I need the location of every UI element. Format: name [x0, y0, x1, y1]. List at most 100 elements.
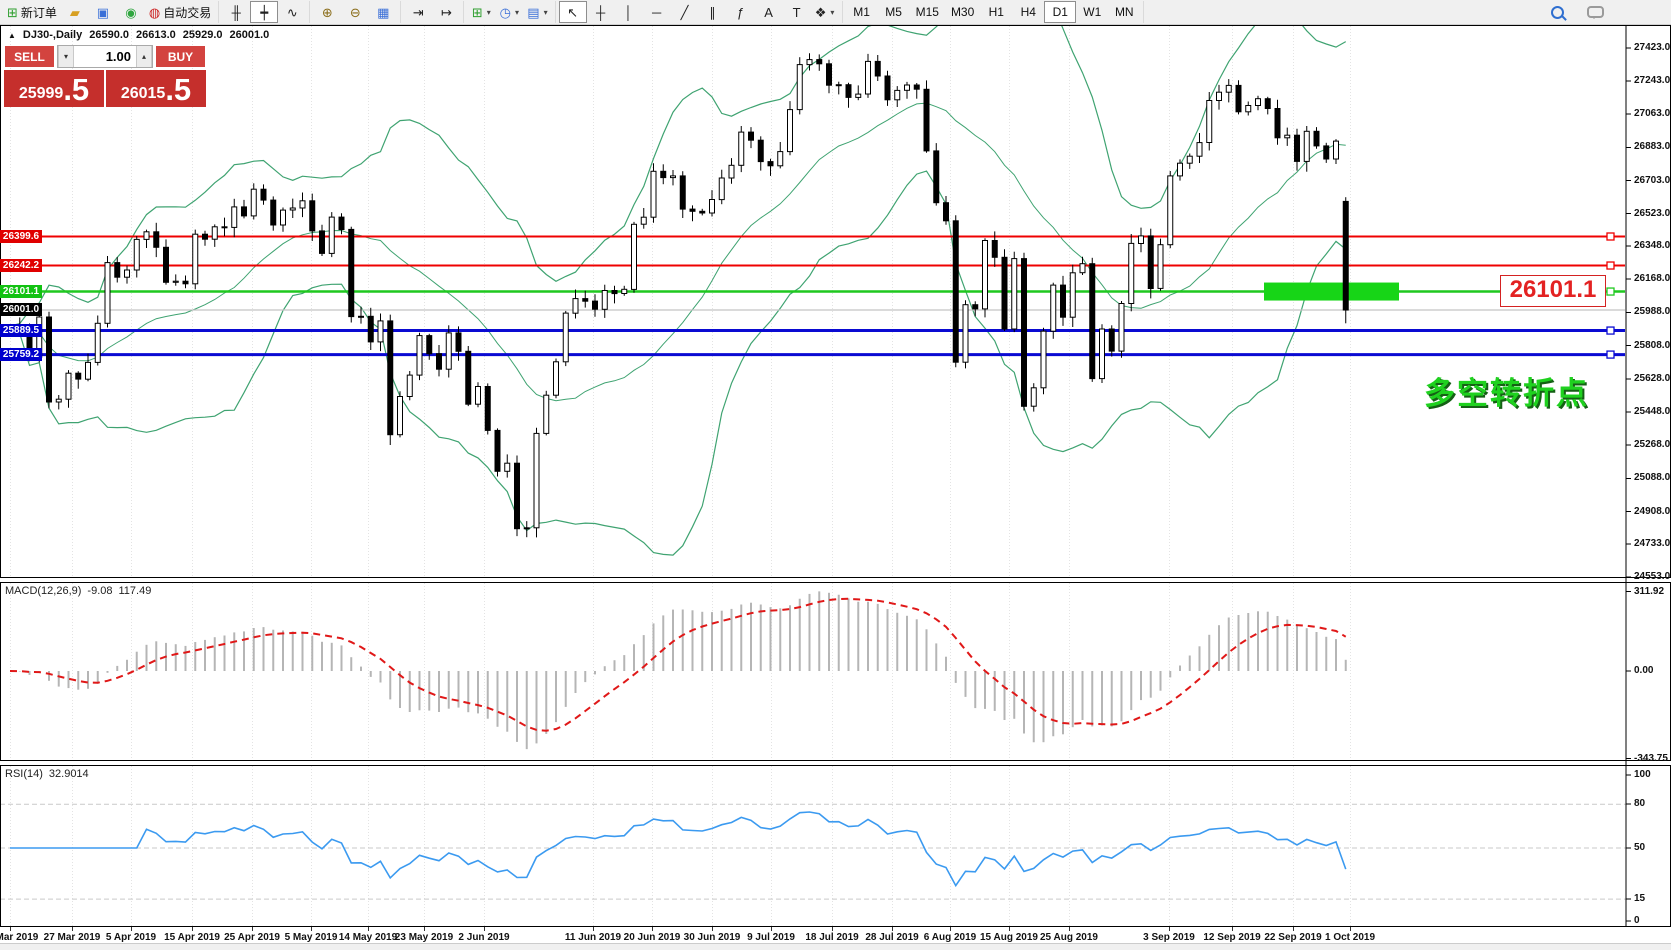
- market-watch-button[interactable]: ▰: [61, 1, 89, 23]
- equidistant-channel-button[interactable]: ∥: [699, 1, 727, 23]
- macd-signal-value: 117.49: [118, 585, 152, 597]
- chart-shift-button[interactable]: ↦: [432, 1, 460, 23]
- macd-main-value: -9.08: [87, 585, 113, 597]
- periods-icon: ◷: [499, 4, 511, 20]
- toolbar-group: ⊕ ⊖ ▦: [310, 1, 402, 23]
- timeframe-m5-button[interactable]: M5: [878, 1, 910, 23]
- indicators-icon: ▤: [527, 4, 540, 20]
- equidistant-channel-icon: ∥: [709, 4, 716, 20]
- line-chart-button[interactable]: ∿: [278, 1, 306, 23]
- toolbar-group: ╫ ┿ ∿: [219, 1, 311, 23]
- bar-chart-icon: ╫: [231, 4, 241, 20]
- rsi-name: RSI(14): [5, 768, 43, 780]
- text-icon: A: [764, 4, 773, 20]
- ohlc-open: 26590.0: [89, 29, 129, 41]
- sell-button[interactable]: SELL: [4, 45, 55, 68]
- timeframe-d1-button-label: D1: [1052, 5, 1068, 19]
- autotrading-button-label: 自动交易: [163, 5, 212, 20]
- chevron-down-icon: ▾: [514, 7, 519, 17]
- buy-price[interactable]: 26015.5: [106, 70, 206, 107]
- crosshair-icon: ┼: [595, 4, 606, 20]
- cursor-icon: ↖: [567, 4, 579, 20]
- timeframe-group: M1 M5 M15 M30 H1 H4 D1 W1 MN: [843, 1, 1145, 23]
- volume-increase-button[interactable]: ▴: [136, 46, 152, 67]
- signals-icon: ◉: [125, 4, 137, 20]
- timeframe-m5-button-label: M5: [885, 5, 902, 19]
- zoom-out-button[interactable]: ⊖: [341, 1, 369, 23]
- timeframe-w1-button-label: W1: [1083, 5, 1102, 19]
- ohlc-close: 26001.0: [229, 29, 270, 41]
- tile-windows-button[interactable]: ▦: [369, 1, 397, 23]
- sell-price[interactable]: 25999.5: [4, 70, 104, 107]
- buy-price-main: 26015: [120, 85, 166, 102]
- timeframe-d1-button[interactable]: D1: [1044, 1, 1077, 23]
- fibonacci-button[interactable]: ƒ: [727, 1, 755, 23]
- terminal-button[interactable]: ▣: [89, 1, 117, 23]
- indicators-button[interactable]: ▤ ▾: [523, 1, 551, 23]
- text-label-button[interactable]: T: [783, 1, 811, 23]
- arrows-button[interactable]: ❖ ▾: [811, 1, 839, 23]
- timeframe-m15-button-label: M15: [915, 5, 939, 19]
- rsi-value: 32.9014: [48, 768, 89, 780]
- timeframe-h1-button[interactable]: H1: [980, 1, 1012, 23]
- annotation-text[interactable]: 多空转折点: [1424, 376, 1589, 411]
- auto-scroll-icon: ⇥: [412, 4, 424, 20]
- community-chat-button[interactable]: [1581, 1, 1609, 23]
- timeframe-mn-button[interactable]: MN: [1108, 1, 1140, 23]
- timeframe-w1-button[interactable]: W1: [1076, 1, 1108, 23]
- text-button[interactable]: A: [755, 1, 783, 23]
- candlestick-chart-icon: ┿: [260, 4, 269, 20]
- macd-indicator-label: MACD(12,26,9) -9.08 117.49: [5, 585, 151, 597]
- signals-button[interactable]: ◉: [117, 1, 145, 23]
- zoom-out-icon: ⊖: [349, 4, 361, 20]
- terminal-icon: ▣: [96, 4, 110, 20]
- new-order-button-label: 新订单: [20, 5, 57, 20]
- trendline-button[interactable]: ╱: [671, 1, 699, 23]
- toolbar-right-icons: [1543, 1, 1609, 23]
- timeframe-m30-button[interactable]: M30: [945, 1, 980, 23]
- chevron-down-icon: ▾: [486, 7, 491, 17]
- crosshair-button[interactable]: ┼: [587, 1, 615, 23]
- new-chart-button[interactable]: ⊞ ▾: [467, 1, 495, 23]
- timeframe-m15-button[interactable]: M15: [910, 1, 945, 23]
- toolbar-group: ⊞ ▾ ◷ ▾ ▤ ▾: [464, 1, 556, 23]
- autotrading-button[interactable]: ◍ 自动交易: [145, 1, 215, 23]
- volume-input[interactable]: [74, 46, 136, 67]
- auto-scroll-button[interactable]: ⇥: [404, 1, 432, 23]
- ohlc-high: 26613.0: [136, 29, 176, 41]
- chevron-down-icon: ▾: [543, 7, 548, 17]
- macd-name: MACD(12,26,9): [5, 585, 82, 597]
- line-chart-icon: ∿: [286, 4, 298, 20]
- symbol-period-label: DJ30-,Daily: [22, 29, 83, 41]
- buy-price-fraction: .5: [165, 71, 192, 107]
- zoom-in-button[interactable]: ⊕: [313, 1, 341, 23]
- rsi-indicator-label: RSI(14) 32.9014: [5, 768, 89, 780]
- timeframe-h1-button-label: H1: [988, 5, 1004, 19]
- trendline-icon: ╱: [680, 4, 689, 20]
- search-button[interactable]: [1543, 1, 1571, 23]
- fibonacci-icon: ƒ: [736, 4, 745, 20]
- timeframe-h4-button[interactable]: H4: [1012, 1, 1044, 23]
- timeframe-m1-button[interactable]: M1: [846, 1, 878, 23]
- timeframe-h4-button-label: H4: [1020, 5, 1036, 19]
- buy-button[interactable]: BUY: [155, 45, 206, 68]
- timeframe-m1-button-label: M1: [853, 5, 870, 19]
- horizontal-line-button[interactable]: ─: [643, 1, 671, 23]
- bar-chart-button[interactable]: ╫: [222, 1, 250, 23]
- sell-price-main: 25999: [18, 85, 64, 102]
- price-callout-label[interactable]: 26101.1: [1500, 275, 1606, 307]
- text-label-icon: T: [792, 4, 801, 20]
- cursor-button[interactable]: ↖: [558, 1, 587, 23]
- community-chat-icon: [1586, 6, 1604, 19]
- chevron-down-icon: ▾: [830, 7, 835, 17]
- new-chart-icon: ⊞: [471, 4, 483, 20]
- vertical-line-icon: │: [624, 4, 633, 20]
- new-order-button[interactable]: ⊞ 新订单: [3, 1, 61, 23]
- periods-button[interactable]: ◷ ▾: [495, 1, 523, 23]
- vertical-line-button[interactable]: │: [615, 1, 643, 23]
- candlestick-chart-button[interactable]: ┿: [250, 1, 279, 23]
- volume-decrease-button[interactable]: ▾: [58, 46, 74, 67]
- ohlc-low: 25929.0: [182, 29, 223, 41]
